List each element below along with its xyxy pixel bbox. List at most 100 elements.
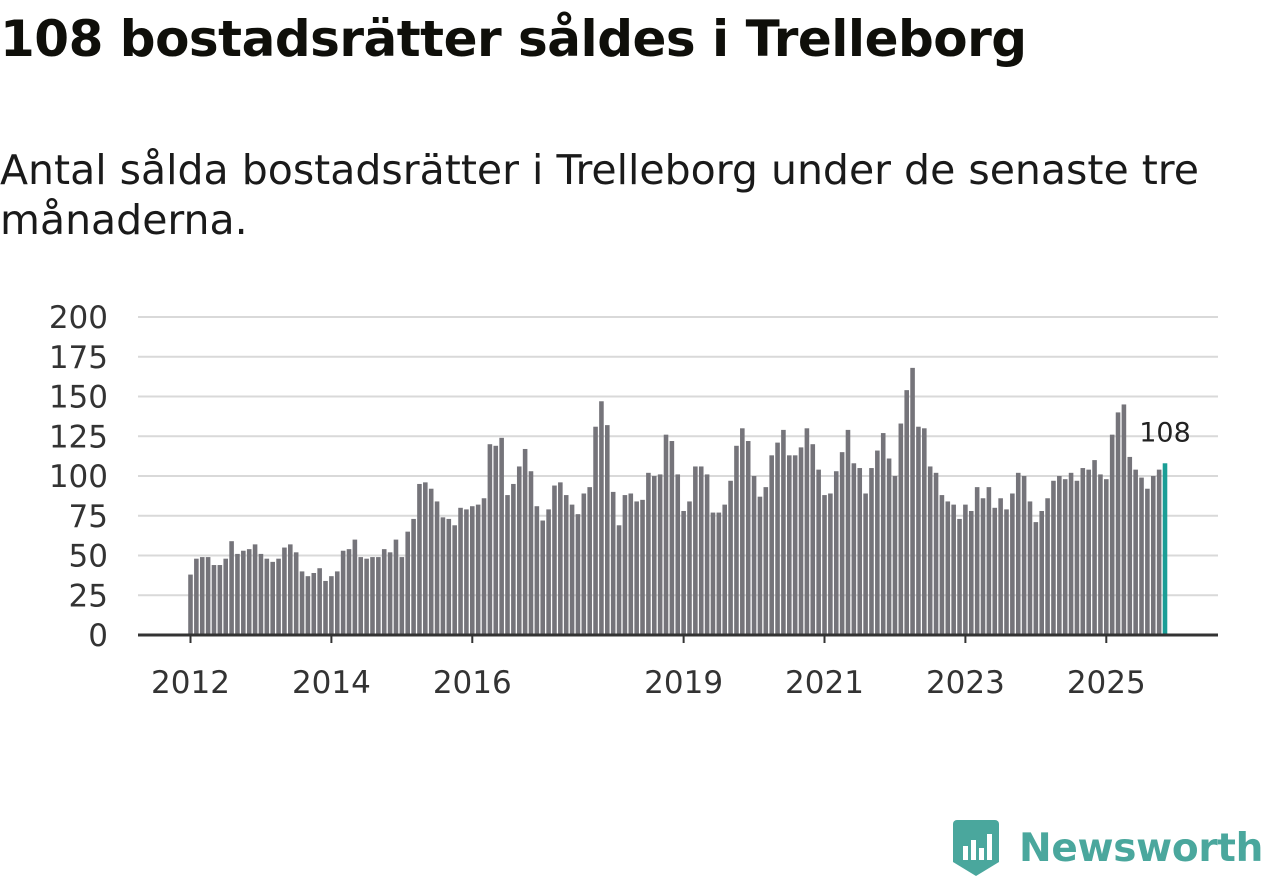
bar [757, 496, 763, 635]
bar [634, 501, 639, 635]
x-tick-label: 2025 [1067, 665, 1146, 701]
bar [534, 506, 540, 635]
bar [241, 550, 246, 635]
y-tick-label: 125 [49, 419, 108, 455]
bar [399, 557, 405, 635]
bar [1074, 480, 1080, 635]
bar [1109, 434, 1115, 635]
bar [1021, 476, 1027, 635]
bar [828, 493, 833, 635]
bar [945, 501, 951, 635]
bar [1068, 472, 1074, 635]
bar [552, 485, 557, 635]
bar [305, 576, 311, 635]
bar [775, 442, 780, 635]
bar [452, 525, 457, 635]
y-tick-label: 150 [49, 380, 108, 416]
bar [1051, 480, 1056, 635]
bar [892, 476, 898, 635]
bar [569, 504, 575, 635]
bar [352, 539, 358, 635]
x-tick-label: 2023 [926, 665, 1005, 701]
bar [199, 557, 205, 635]
newsworthy-logo-icon [953, 820, 999, 876]
bar [188, 574, 193, 635]
bar [387, 552, 393, 635]
bar [358, 557, 364, 635]
bar [229, 541, 234, 635]
x-tick-label: 2014 [292, 665, 371, 701]
bar [992, 507, 998, 635]
bar [1033, 522, 1039, 635]
bar [481, 498, 487, 635]
x-tick-label: 2012 [151, 665, 230, 701]
bar [475, 504, 481, 635]
bar [1039, 510, 1045, 635]
bar [593, 426, 598, 635]
bar [1121, 404, 1127, 635]
bar [792, 455, 798, 635]
bar [816, 469, 821, 635]
bar [851, 463, 857, 635]
bar [939, 495, 945, 635]
bar [528, 471, 534, 635]
bar [1150, 476, 1156, 635]
bar [1062, 479, 1068, 635]
bar [464, 509, 469, 635]
bar [669, 441, 675, 635]
bar [276, 558, 281, 635]
bar [346, 549, 352, 635]
bar [217, 565, 223, 635]
bar [693, 466, 698, 635]
y-tick-label: 25 [69, 578, 108, 614]
bar [605, 425, 610, 635]
bar [904, 390, 909, 635]
bar [974, 487, 980, 635]
bar [1127, 456, 1133, 635]
bar [205, 557, 211, 635]
x-tick-label: 2016 [433, 665, 512, 701]
bar [833, 471, 839, 635]
bar [687, 501, 692, 635]
bar [745, 441, 751, 635]
bar [1057, 476, 1062, 635]
bar [986, 487, 992, 635]
bar [640, 499, 645, 635]
bar [769, 455, 774, 635]
bar [651, 476, 657, 635]
x-axis [138, 633, 1218, 643]
bar [381, 549, 387, 635]
bar [845, 429, 851, 635]
bar [370, 557, 375, 635]
bar [323, 580, 328, 635]
bar [211, 565, 217, 635]
last-value-label: 108 [1139, 417, 1191, 448]
bar [698, 466, 704, 635]
bar [194, 558, 199, 635]
bar [546, 509, 551, 635]
bar [299, 571, 305, 635]
y-tick-label: 175 [49, 340, 108, 376]
bar [540, 520, 546, 635]
bar [857, 468, 863, 635]
bar [505, 495, 510, 635]
bar [223, 558, 229, 635]
bar [393, 539, 399, 635]
bar [927, 466, 933, 635]
bar [863, 493, 868, 635]
bar [1098, 474, 1103, 635]
bar [317, 568, 322, 635]
bar [922, 428, 927, 635]
bar [810, 444, 816, 635]
bar [763, 487, 769, 635]
bar [1145, 488, 1150, 635]
bar [411, 518, 416, 635]
bar [657, 474, 663, 635]
bar [1080, 468, 1086, 635]
bar [610, 491, 616, 635]
bar [1115, 412, 1121, 635]
bar [1133, 469, 1138, 635]
bar [458, 507, 463, 635]
bar [875, 450, 880, 635]
